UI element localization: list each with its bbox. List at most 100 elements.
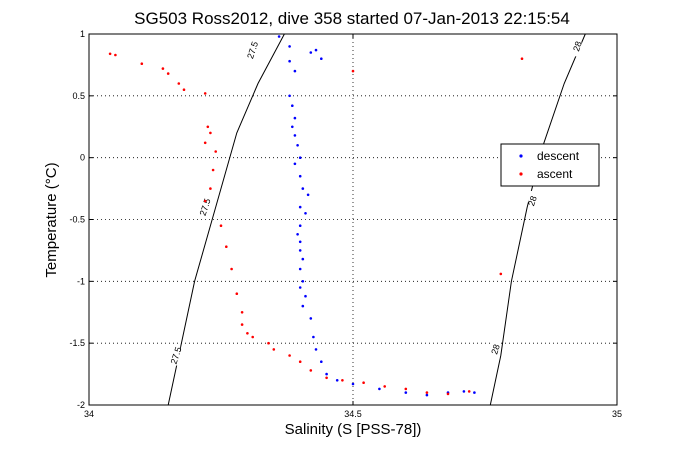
y-tick-label: 1 — [80, 29, 85, 39]
y-tick-label: -2 — [77, 400, 85, 410]
descent-point — [325, 372, 328, 376]
chart-title: SG503 Ross2012, dive 358 started 07-Jan-… — [134, 9, 570, 28]
ascent-point — [211, 168, 215, 172]
ascent-point — [309, 369, 313, 372]
contour-label-bg — [172, 345, 181, 366]
contour-label-bg — [528, 190, 537, 211]
descent-point — [296, 144, 299, 147]
descent-point — [293, 162, 297, 166]
ascent-point — [425, 391, 429, 394]
ascent-point — [298, 360, 302, 364]
ascent-point — [467, 390, 471, 393]
descent-point — [473, 391, 476, 394]
descent-point — [298, 267, 302, 271]
descent-point — [306, 193, 310, 197]
descent-point — [304, 212, 307, 215]
gridlines — [89, 34, 617, 405]
ascent-point — [214, 150, 217, 153]
descent-point — [298, 224, 302, 227]
ascent-point — [203, 92, 207, 95]
descent-point — [378, 387, 381, 391]
descent-point — [320, 57, 323, 60]
y-tick-label: 0 — [80, 153, 85, 163]
legend-marker-ascent — [519, 172, 523, 176]
descent-point — [288, 94, 291, 98]
contour-label: 28 — [489, 343, 502, 356]
legend-marker-descent — [519, 154, 523, 158]
contour-label: 28 — [526, 195, 539, 208]
ascent-point — [520, 57, 524, 60]
descent-point — [277, 35, 281, 38]
descent-point — [320, 360, 323, 364]
ascent-point — [140, 62, 144, 65]
ascent-point — [341, 379, 344, 382]
ascent-point — [108, 52, 112, 56]
descent-point — [298, 240, 302, 244]
legend-label-ascent: ascent — [537, 167, 573, 181]
ascent-point — [267, 341, 270, 345]
ascent-point — [246, 332, 249, 335]
ascent-point — [225, 245, 228, 248]
ascent-point — [219, 224, 223, 227]
ascent-point — [203, 141, 207, 145]
descent-point — [301, 257, 305, 261]
ascent-point — [288, 354, 291, 357]
descent-point — [298, 205, 302, 209]
descent-point — [293, 134, 297, 137]
ascent-point — [177, 82, 181, 85]
ascent-point — [325, 376, 328, 380]
descent-point — [309, 317, 313, 320]
descent-point — [312, 335, 315, 339]
descent-point — [288, 59, 291, 63]
ascent-point — [446, 392, 450, 396]
legend: descent ascent — [500, 143, 600, 187]
ascent-point — [203, 199, 207, 203]
ascent-point — [251, 335, 254, 339]
x-tick-label: 35 — [612, 409, 622, 419]
ascent-point — [383, 385, 387, 388]
descent-point — [298, 286, 302, 289]
descent-point — [296, 233, 299, 236]
ascent-point — [161, 67, 165, 70]
ascent-point — [240, 323, 244, 326]
descent-point — [404, 391, 408, 394]
ascent-point — [240, 311, 244, 314]
descent-point — [298, 249, 302, 252]
descent-point — [301, 187, 305, 190]
descent-point — [314, 348, 318, 351]
descent-point — [335, 379, 339, 382]
descent-point — [425, 393, 429, 397]
ascent-point — [209, 131, 212, 135]
ascent-point — [206, 125, 210, 129]
x-tick-label: 34.5 — [344, 409, 362, 419]
ascent-point — [182, 88, 186, 91]
descent-point — [351, 382, 355, 386]
descent-point — [293, 69, 297, 73]
contour-label-bg — [491, 339, 500, 360]
ascent-point — [230, 267, 233, 271]
y-axis-label: Temperature (°C) — [43, 162, 60, 277]
ascent-point — [235, 292, 239, 296]
x-axis-label: Salinity (S [PSS-78]) — [285, 421, 422, 438]
descent-point — [293, 116, 297, 120]
data-points — [108, 35, 524, 397]
descent-point — [288, 45, 291, 48]
ascent-point — [499, 272, 503, 276]
descent-point — [298, 174, 302, 178]
x-axis-ticks: 34 34.5 35 — [84, 34, 622, 419]
y-tick-label: 0.5 — [72, 91, 85, 101]
ascent-point — [404, 387, 408, 391]
descent-point — [314, 48, 318, 52]
y-axis-ticks: 1 0.5 0 -0.5 -1 -1.5 -2 — [69, 29, 617, 410]
contour-label-bg — [248, 40, 257, 61]
contour-line-28 — [489, 33, 586, 406]
ascent-point — [209, 187, 212, 190]
descent-point — [291, 125, 294, 129]
descent-point — [291, 104, 294, 107]
legend-label-descent: descent — [537, 149, 580, 163]
ascent-point — [362, 381, 365, 385]
contour-label-bg — [573, 36, 582, 57]
ascent-point — [114, 53, 117, 57]
